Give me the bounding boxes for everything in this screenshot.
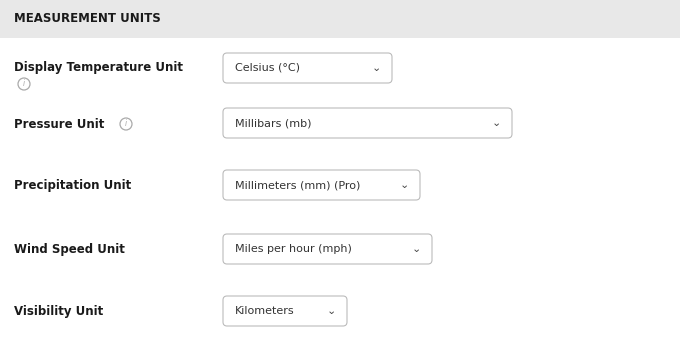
Text: ⌄: ⌄ — [411, 244, 421, 254]
Text: Miles per hour (mph): Miles per hour (mph) — [235, 244, 352, 254]
Text: i: i — [23, 80, 25, 88]
Text: Millimeters (mm) (Pro): Millimeters (mm) (Pro) — [235, 180, 360, 190]
Text: Kilometers: Kilometers — [235, 306, 294, 316]
FancyBboxPatch shape — [223, 53, 392, 83]
Text: i: i — [125, 120, 127, 129]
FancyBboxPatch shape — [223, 108, 512, 138]
Text: ⌄: ⌄ — [399, 180, 409, 190]
Text: Display Temperature Unit: Display Temperature Unit — [14, 60, 183, 73]
Text: MEASUREMENT UNITS: MEASUREMENT UNITS — [14, 12, 160, 26]
Text: Celsius (°C): Celsius (°C) — [235, 63, 300, 73]
Text: ⌄: ⌄ — [326, 306, 336, 316]
Text: Millibars (mb): Millibars (mb) — [235, 118, 311, 128]
FancyBboxPatch shape — [223, 170, 420, 200]
Text: Wind Speed Unit: Wind Speed Unit — [14, 244, 125, 257]
Text: Precipitation Unit: Precipitation Unit — [14, 180, 131, 192]
FancyBboxPatch shape — [223, 296, 347, 326]
FancyBboxPatch shape — [223, 234, 432, 264]
Text: Pressure Unit: Pressure Unit — [14, 118, 104, 131]
Text: ⌄: ⌄ — [492, 118, 500, 128]
Text: Visibility Unit: Visibility Unit — [14, 306, 103, 318]
FancyBboxPatch shape — [0, 0, 680, 38]
Text: ⌄: ⌄ — [371, 63, 381, 73]
